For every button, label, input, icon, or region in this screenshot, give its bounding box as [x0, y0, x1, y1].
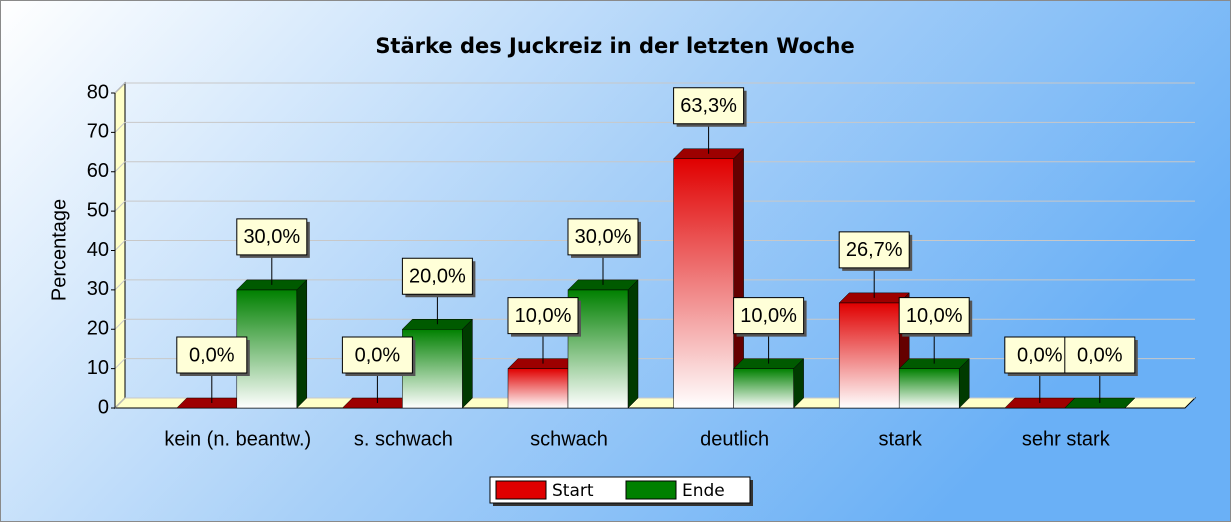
grid-line: [114, 358, 126, 369]
label-box: [341, 336, 413, 374]
y-tick-label: 20: [87, 318, 109, 340]
bar: [838, 302, 900, 409]
grid-line: [114, 240, 126, 251]
label-box: [673, 87, 745, 125]
bar: [898, 368, 960, 409]
x-tick-label: schwach: [530, 428, 608, 450]
bar: [733, 368, 794, 409]
y-tick-label: 80: [87, 81, 109, 103]
legend-label: Start: [552, 481, 594, 501]
grid-line: [114, 122, 126, 133]
data-label: 0,0%: [355, 344, 401, 366]
data-label: 30,0%: [575, 226, 632, 248]
bar-side: [462, 318, 473, 409]
data-label: 0,0%: [1017, 344, 1063, 366]
label-box: [401, 257, 473, 295]
x-tick-label: stark: [879, 428, 923, 450]
label-box: [1064, 336, 1136, 374]
legend-swatch: [495, 480, 547, 500]
bar-side: [627, 279, 639, 409]
label-box: [507, 297, 579, 335]
label-box: [236, 218, 308, 256]
bar-side: [296, 279, 308, 409]
y-tick-label: 50: [87, 199, 109, 221]
grid-line: [114, 82, 126, 94]
data-label: 0,0%: [1077, 344, 1123, 366]
legend-swatch: [625, 480, 677, 500]
label-box: [176, 336, 248, 374]
grid-line: [114, 397, 126, 409]
chart-title: Stärke des Juckreiz in der letzten Woche: [375, 34, 854, 58]
y-tick-label: 30: [87, 278, 109, 300]
data-label: 20,0%: [409, 266, 466, 288]
grid-line: [114, 200, 126, 212]
data-label: 63,3%: [680, 95, 737, 117]
x-tick-label: kein (n. beantw.): [164, 428, 311, 450]
x-tick-label: sehr stark: [1022, 428, 1111, 450]
legend-label: Ende: [682, 481, 725, 501]
data-label: 26,7%: [846, 239, 903, 261]
y-tick-label: 10: [87, 357, 109, 379]
label-box: [838, 231, 910, 269]
data-label: 10,0%: [906, 305, 963, 327]
label-box: [567, 218, 639, 256]
bar: [507, 368, 569, 409]
bar: [673, 158, 734, 409]
x-tick-label: deutlich: [700, 428, 769, 450]
grid-line: [114, 161, 126, 173]
y-axis-label: Percentage: [48, 199, 70, 301]
data-label: 10,0%: [515, 305, 572, 327]
x-tick-label: s. schwach: [354, 428, 453, 450]
grid-line: [114, 279, 126, 291]
y-tick-label: 40: [87, 239, 109, 261]
data-label: 0,0%: [189, 344, 235, 366]
data-label: 10,0%: [740, 305, 797, 327]
label-box: [898, 297, 970, 335]
y-tick-label: 0: [98, 396, 109, 418]
label-box: [733, 297, 805, 335]
data-label: 30,0%: [243, 226, 300, 248]
y-tick-label: 70: [87, 121, 109, 143]
y-tick-label: 60: [87, 160, 109, 182]
grid-line: [114, 318, 126, 330]
